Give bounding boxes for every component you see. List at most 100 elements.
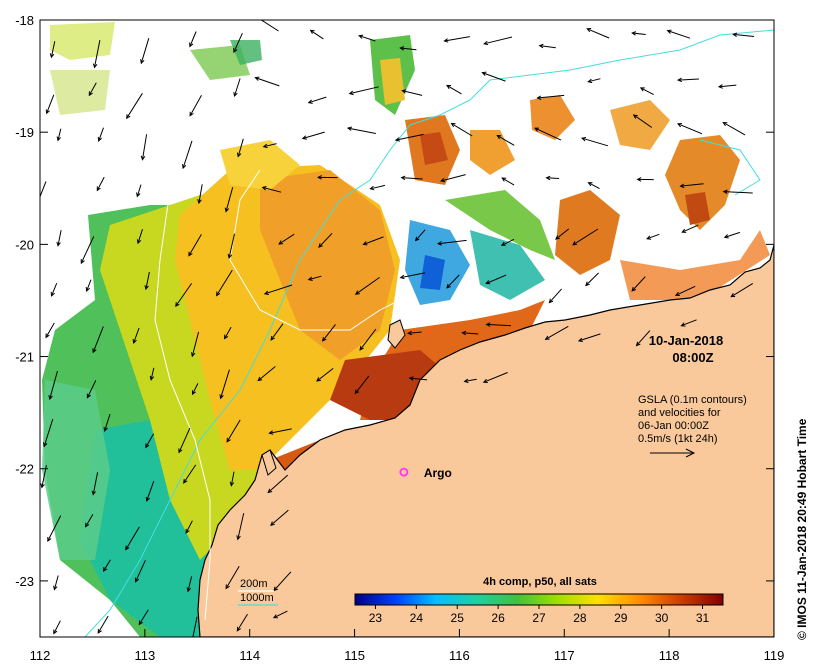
- velocity-arrow: [146, 480, 155, 501]
- velocity-arrowhead: [348, 90, 354, 96]
- velocity-arrow: [260, 20, 279, 32]
- velocity-arrow: [224, 326, 232, 339]
- lon-tick-label: 112: [30, 648, 51, 663]
- velocity-arrowhead: [485, 280, 491, 285]
- velocity-arrowhead: [679, 183, 685, 189]
- velocity-arrowhead: [224, 334, 229, 340]
- velocity-arrow: [308, 275, 322, 281]
- velocity-arrowhead: [225, 584, 230, 590]
- velocity-arrowhead: [136, 239, 142, 245]
- velocity-arrowhead: [92, 63, 98, 69]
- velocity-arrowhead: [96, 186, 101, 192]
- velocity-arrow: [94, 40, 101, 68]
- velocity-arrow: [359, 35, 376, 42]
- velocity-arrow: [572, 228, 599, 246]
- velocity-arrow: [446, 274, 460, 289]
- velocity-arrowhead: [322, 336, 327, 342]
- land-mass: [197, 244, 774, 637]
- colorbar-tick-label: 28: [573, 611, 587, 625]
- velocity-arrow: [234, 78, 241, 97]
- velocity-arrow: [98, 127, 104, 142]
- velocity-arrow: [347, 127, 376, 134]
- velocity-arrowhead: [555, 235, 560, 240]
- gsla-line-1: GSLA (0.1m contours): [638, 394, 747, 406]
- velocity-arrow: [409, 377, 428, 381]
- velocity-arrow: [53, 620, 61, 634]
- velocity-arrowhead: [35, 205, 38, 209]
- velocity-arrowhead: [666, 29, 672, 34]
- velocity-arrow: [262, 186, 282, 193]
- velocity-arrowhead: [346, 126, 353, 131]
- velocity-arrowhead: [500, 241, 506, 246]
- velocity-arrowhead: [545, 175, 551, 181]
- velocity-arrow: [264, 284, 293, 295]
- colorbar-tick-label: 27: [532, 611, 546, 625]
- velocity-arrowhead: [140, 155, 146, 161]
- velocity-arrow: [85, 513, 94, 527]
- velocity-arrowhead: [191, 352, 196, 358]
- velocity-arrowhead: [267, 488, 273, 494]
- velocity-arrowhead: [639, 87, 645, 92]
- velocity-arrowhead: [80, 259, 85, 265]
- velocity-arrow: [135, 560, 146, 582]
- velocity-arrow: [97, 615, 109, 634]
- velocity-arrow: [681, 224, 699, 233]
- velocity-arrow: [225, 187, 234, 212]
- velocity-arrowhead: [53, 585, 58, 591]
- velocity-arrowhead: [103, 426, 108, 432]
- lon-tick-label: 119: [764, 648, 785, 663]
- velocity-arrowhead: [636, 177, 642, 182]
- velocity-arrow: [555, 228, 570, 240]
- colorbar-tick-label: 29: [614, 611, 628, 625]
- velocity-arrow: [464, 378, 477, 382]
- colorbar-tick-label: 24: [410, 611, 424, 625]
- velocity-arrowhead: [189, 111, 194, 117]
- velocity-arrow: [537, 94, 565, 99]
- gsla-line-3: 06-Jan 00:00Z: [638, 420, 709, 432]
- velocity-arrow: [92, 326, 104, 353]
- velocity-arrowhead: [587, 182, 593, 187]
- velocity-arrowhead: [676, 123, 682, 128]
- contour-1000m: [84, 29, 774, 637]
- velocity-arrowhead: [586, 28, 592, 33]
- velocity-arrowhead: [680, 322, 686, 327]
- velocity-arrow: [483, 372, 508, 383]
- velocity-arrow: [484, 36, 513, 45]
- velocity-arrowhead: [233, 92, 238, 98]
- velocity-arrowhead: [56, 136, 61, 142]
- velocity-arrow: [269, 428, 292, 434]
- lat-axis: -18 -19 -20 -21 -22 -23: [15, 13, 774, 589]
- velocity-arrow: [57, 128, 62, 141]
- velocity-arrowhead: [185, 528, 190, 534]
- velocity-arrowhead: [192, 390, 196, 396]
- velocity-arrowhead: [307, 276, 313, 281]
- velocity-arrow: [359, 328, 377, 351]
- velocity-arrowhead: [262, 143, 268, 149]
- velocity-arrowhead: [270, 521, 275, 527]
- colorbar-bar: [354, 593, 724, 606]
- velocity-arrow: [273, 610, 288, 619]
- velocity-arrow: [45, 322, 55, 338]
- colorbar-tick-label: 30: [655, 611, 669, 625]
- velocity-arrowhead: [631, 286, 637, 292]
- velocity-arrow: [402, 90, 423, 96]
- velocity-arrowhead: [408, 376, 414, 381]
- velocity-arrow: [482, 72, 506, 82]
- velocity-arrow: [355, 276, 380, 295]
- velocity-arrow: [486, 323, 512, 327]
- velocity-arrow: [545, 325, 569, 340]
- velocity-arrowhead: [485, 322, 491, 327]
- velocity-arrowhead: [140, 59, 145, 65]
- velocity-arrowhead: [437, 241, 442, 246]
- velocity-arrow: [724, 231, 741, 238]
- velocity-arrowhead: [585, 281, 590, 287]
- velocity-arrow: [718, 84, 737, 88]
- velocity-arrow: [137, 228, 143, 244]
- colorbar-tick-label: 23: [369, 611, 383, 625]
- velocity-arrow: [318, 232, 333, 248]
- velocity-arrow: [501, 238, 515, 246]
- velocity-arrowhead: [191, 638, 195, 642]
- contour-200m: [149, 169, 401, 621]
- velocity-arrowhead: [236, 535, 241, 541]
- island: [387, 319, 406, 349]
